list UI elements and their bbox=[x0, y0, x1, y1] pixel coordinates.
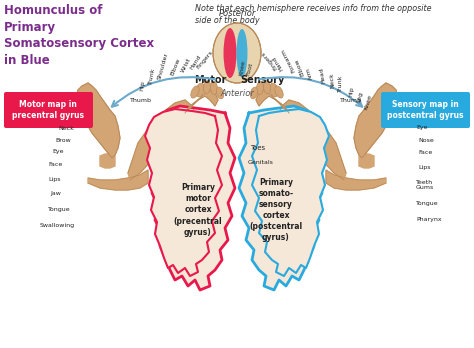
Text: Teeth
Gums: Teeth Gums bbox=[416, 180, 434, 190]
Text: Eye: Eye bbox=[416, 126, 428, 130]
Polygon shape bbox=[252, 109, 329, 276]
Polygon shape bbox=[239, 106, 326, 290]
Text: Motor map in
precentral gyrus: Motor map in precentral gyrus bbox=[12, 100, 84, 120]
Text: Forearm: Forearm bbox=[280, 47, 296, 73]
Text: Hand: Hand bbox=[190, 54, 202, 71]
Polygon shape bbox=[326, 170, 386, 190]
Polygon shape bbox=[88, 170, 148, 190]
Text: Pharynx: Pharynx bbox=[416, 218, 442, 222]
Ellipse shape bbox=[264, 80, 271, 94]
Text: Fingers: Fingers bbox=[260, 49, 278, 70]
Text: Trunk: Trunk bbox=[338, 74, 344, 92]
Text: Nose: Nose bbox=[418, 137, 434, 142]
Ellipse shape bbox=[196, 83, 204, 97]
FancyBboxPatch shape bbox=[381, 92, 470, 128]
Text: Foot: Foot bbox=[246, 62, 254, 76]
Ellipse shape bbox=[191, 86, 199, 98]
Text: Motor: Motor bbox=[194, 75, 226, 85]
Text: Eye: Eye bbox=[52, 150, 64, 155]
Text: Primary
motor
cortex
(precentral
gyrus): Primary motor cortex (precentral gyrus) bbox=[173, 183, 222, 237]
Polygon shape bbox=[354, 83, 398, 158]
Text: Anterior: Anterior bbox=[220, 88, 254, 97]
Polygon shape bbox=[145, 109, 222, 276]
Ellipse shape bbox=[256, 81, 264, 95]
Text: Tongue: Tongue bbox=[416, 200, 438, 206]
Text: Fingers: Fingers bbox=[196, 49, 214, 70]
Ellipse shape bbox=[224, 28, 237, 78]
Text: Hip: Hip bbox=[348, 86, 354, 97]
Text: Lips: Lips bbox=[418, 166, 430, 171]
Text: Tongue: Tongue bbox=[48, 207, 71, 213]
Text: Toes: Toes bbox=[250, 145, 265, 151]
Text: Jaw: Jaw bbox=[50, 190, 61, 196]
Text: Posterior: Posterior bbox=[219, 9, 255, 18]
Text: Note that each hemisphere receives info from the opposite
side of the body: Note that each hemisphere receives info … bbox=[195, 4, 431, 25]
Ellipse shape bbox=[216, 87, 224, 99]
Text: Primary
somato-
sensory
cortex
(postcentral
gyrus): Primary somato- sensory cortex (postcent… bbox=[249, 178, 302, 242]
Text: Face: Face bbox=[418, 150, 432, 156]
Text: Sensory map in
postcentral gyrus: Sensory map in postcentral gyrus bbox=[387, 100, 463, 120]
Text: Swallowing: Swallowing bbox=[40, 223, 75, 229]
Text: Elbow: Elbow bbox=[293, 57, 305, 76]
Text: Wrist: Wrist bbox=[180, 56, 192, 73]
Ellipse shape bbox=[237, 29, 247, 77]
Text: Hip: Hip bbox=[139, 80, 145, 91]
Text: Elbow: Elbow bbox=[169, 57, 181, 76]
Polygon shape bbox=[100, 154, 115, 168]
Text: Genitals: Genitals bbox=[248, 159, 274, 165]
Text: Thumb: Thumb bbox=[340, 97, 362, 103]
Polygon shape bbox=[256, 90, 289, 113]
Text: Head: Head bbox=[318, 67, 326, 84]
Text: Thumb: Thumb bbox=[130, 97, 152, 103]
Text: Brow: Brow bbox=[55, 137, 71, 142]
Text: Shoulder: Shoulder bbox=[157, 52, 169, 80]
Polygon shape bbox=[185, 90, 218, 113]
Ellipse shape bbox=[210, 81, 218, 95]
Text: Knee: Knee bbox=[364, 93, 373, 110]
Text: Neck: Neck bbox=[329, 72, 335, 88]
Text: Sensory: Sensory bbox=[240, 75, 284, 85]
FancyBboxPatch shape bbox=[4, 92, 93, 128]
Ellipse shape bbox=[250, 87, 258, 99]
Ellipse shape bbox=[275, 86, 283, 98]
Polygon shape bbox=[128, 100, 195, 180]
Text: Homunculus of
Primary
Somatosensory Cortex
in Blue: Homunculus of Primary Somatosensory Cort… bbox=[4, 4, 154, 66]
Text: Trunk: Trunk bbox=[148, 67, 156, 85]
Text: Arm: Arm bbox=[306, 66, 314, 80]
Text: Leg: Leg bbox=[356, 91, 364, 103]
Polygon shape bbox=[279, 100, 346, 180]
Polygon shape bbox=[76, 83, 120, 158]
Polygon shape bbox=[148, 106, 235, 290]
Text: Neck: Neck bbox=[58, 126, 74, 130]
Polygon shape bbox=[359, 154, 374, 168]
Text: Knee: Knee bbox=[238, 60, 246, 76]
Text: Lips: Lips bbox=[48, 177, 61, 182]
Text: Hand: Hand bbox=[272, 54, 284, 71]
Ellipse shape bbox=[203, 80, 210, 94]
Ellipse shape bbox=[213, 23, 261, 83]
Ellipse shape bbox=[270, 83, 278, 97]
Text: Face: Face bbox=[48, 163, 62, 167]
